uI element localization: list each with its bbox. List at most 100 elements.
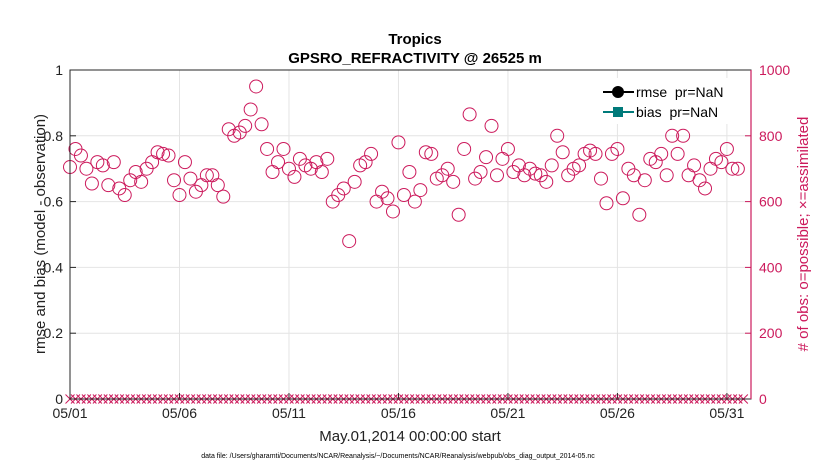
possible-obs-point (156, 146, 171, 161)
possible-obs-point (730, 161, 745, 176)
possible-obs-point (544, 158, 559, 173)
possible-obs-point (276, 141, 291, 156)
possible-obs-point (489, 168, 504, 183)
possible-obs-point (336, 181, 351, 196)
possible-obs-point (632, 207, 647, 222)
possible-obs-point (473, 164, 488, 179)
possible-obs-point (572, 158, 587, 173)
possible-obs-point (402, 164, 417, 179)
possible-obs-point (479, 150, 494, 165)
possible-obs-point (500, 141, 515, 156)
y-tick-label-right: 800 (759, 128, 783, 144)
possible-obs-point (615, 191, 630, 206)
possible-obs-point (665, 128, 680, 143)
possible-obs-point (446, 174, 461, 189)
possible-obs-point (604, 146, 619, 161)
grid-lines (70, 70, 751, 399)
possible-obs-point (364, 146, 379, 161)
possible-obs-point (117, 188, 132, 203)
possible-obs-point (106, 155, 121, 170)
x-tick-label: 05/21 (490, 405, 525, 421)
possible-obs-point (380, 191, 395, 206)
chart-subtitle: GPSRO_REFRACTIVITY @ 26525 m (288, 50, 542, 67)
possible-obs-point (555, 145, 570, 160)
possible-obs-point (407, 194, 422, 209)
legend: rmse pr=NaN bias pr=NaN (598, 78, 746, 124)
possible-obs-point (134, 174, 149, 189)
possible-obs-point (243, 102, 258, 117)
y-axis-label-right: # of obs: o=possible; ×=assimilated (795, 117, 812, 352)
possible-obs-point (314, 164, 329, 179)
possible-obs-point (177, 155, 192, 170)
possible-obs-markers (63, 79, 745, 249)
possible-obs-point (342, 234, 357, 249)
data-file-footnote: data file: /Users/gharamti/Documents/NCA… (201, 453, 595, 460)
possible-obs-point (84, 176, 99, 191)
possible-obs-point (698, 181, 713, 196)
y-tick-label-left: 1 (55, 62, 63, 78)
legend-bias-label: bias pr=NaN (636, 104, 718, 120)
possible-obs-point (610, 141, 625, 156)
x-tick-label: 05/16 (381, 405, 416, 421)
possible-obs-point (396, 188, 411, 203)
possible-obs-point (550, 128, 565, 143)
possible-obs-point (320, 151, 335, 166)
possible-obs-point (101, 178, 116, 193)
possible-obs-point (123, 173, 138, 188)
possible-obs-point (287, 169, 302, 184)
y-tick-label-left: 0.6 (44, 194, 64, 210)
possible-obs-point (265, 164, 280, 179)
chart-title: Tropics (388, 31, 441, 48)
y-tick-label-left: 0.2 (44, 325, 64, 341)
possible-obs-point (676, 128, 691, 143)
possible-obs-point (528, 166, 543, 181)
possible-obs-point (440, 161, 455, 176)
x-tick-label: 05/26 (600, 405, 635, 421)
possible-obs-point (358, 155, 373, 170)
possible-obs-point (451, 207, 466, 222)
possible-obs-point (391, 135, 406, 150)
possible-obs-point (385, 204, 400, 219)
possible-obs-point (205, 168, 220, 183)
possible-obs-point (161, 148, 176, 163)
x-tick-label: 05/31 (709, 405, 744, 421)
y-tick-label-right: 1000 (759, 62, 790, 78)
possible-obs-point (495, 151, 510, 166)
possible-obs-point (347, 174, 362, 189)
possible-obs-point (725, 161, 740, 176)
possible-obs-point (95, 158, 110, 173)
y-tick-label-right: 0 (759, 391, 767, 407)
possible-obs-point (238, 118, 253, 133)
possible-obs-point (150, 145, 165, 160)
possible-obs-point (659, 168, 674, 183)
possible-obs-point (462, 107, 477, 122)
possible-obs-point (167, 173, 182, 188)
possible-obs-point (588, 146, 603, 161)
possible-obs-point (418, 145, 433, 160)
y-tick-label-right: 400 (759, 259, 783, 275)
possible-obs-point (687, 158, 702, 173)
possible-obs-point (249, 79, 264, 94)
possible-obs-point (714, 155, 729, 170)
legend-bias-marker (613, 107, 623, 117)
possible-obs-point (172, 188, 187, 203)
x-tick-label: 05/11 (272, 405, 306, 421)
possible-obs-point (484, 118, 499, 133)
possible-obs-point (281, 161, 296, 176)
possible-obs-point (522, 161, 537, 176)
possible-obs-point (271, 155, 286, 170)
x-tick-label: 05/06 (162, 405, 197, 421)
possible-obs-point (654, 146, 669, 161)
possible-obs-point (457, 141, 472, 156)
y-tick-label-right: 200 (759, 325, 783, 341)
y-tick-label-left: 0 (55, 391, 63, 407)
y-axis-label-left: rmse and bias (model - observation) (32, 114, 49, 354)
possible-obs-point (73, 148, 88, 163)
axis-ticks: 0 0.2 0.4 0.6 0.8 1 0 200 400 600 800 1000 05/01 05/0… (44, 62, 791, 421)
x-tick-label: 05/01 (52, 405, 87, 421)
possible-obs-point (692, 173, 707, 188)
possible-obs-point (199, 168, 214, 183)
possible-obs-point (539, 174, 554, 189)
possible-obs-point (670, 146, 685, 161)
possible-obs-point (79, 161, 94, 176)
